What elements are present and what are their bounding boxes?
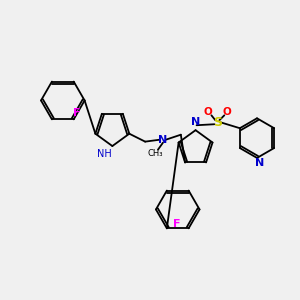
Text: N: N bbox=[191, 117, 200, 127]
Text: F: F bbox=[173, 219, 181, 230]
Text: S: S bbox=[213, 116, 222, 129]
Text: N: N bbox=[255, 158, 265, 168]
Text: CH₃: CH₃ bbox=[147, 149, 163, 158]
Text: N: N bbox=[158, 135, 168, 145]
Text: O: O bbox=[223, 107, 232, 117]
Text: F: F bbox=[73, 108, 80, 118]
Text: O: O bbox=[203, 107, 212, 117]
Text: NH: NH bbox=[97, 149, 112, 159]
